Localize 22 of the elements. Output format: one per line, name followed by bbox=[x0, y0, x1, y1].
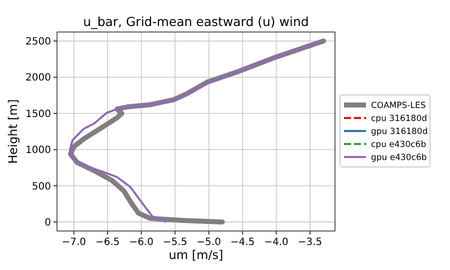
x-tick-label: −6.0 bbox=[129, 237, 154, 248]
legend-label: COAMPS-LES bbox=[371, 101, 426, 111]
y-tick-label: 500 bbox=[32, 181, 51, 192]
chart-title: u_bar, Grid-mean eastward (u) wind bbox=[83, 14, 309, 29]
x-tick-label: −6.5 bbox=[95, 237, 120, 248]
x-tick-label: −5.5 bbox=[162, 237, 188, 248]
legend-label: cpu e430c6b bbox=[371, 140, 426, 150]
y-tick-label: 2500 bbox=[26, 36, 51, 48]
y-axis-title: Height [m] bbox=[6, 99, 20, 164]
x-tick-label: −4.5 bbox=[230, 237, 255, 248]
x-tick-label: −5.0 bbox=[196, 237, 221, 248]
y-tick-label: 1500 bbox=[26, 108, 51, 120]
y-tick-label: 1000 bbox=[26, 145, 51, 156]
legend-label: gpu e430c6b bbox=[371, 153, 427, 163]
x-tick-label: −3.5 bbox=[298, 237, 322, 248]
legend-label: gpu 316180d bbox=[371, 127, 428, 137]
y-tick-label: 2000 bbox=[26, 72, 51, 84]
x-axis-title: um [m/s] bbox=[168, 248, 224, 262]
x-tick-label: −7.0 bbox=[62, 237, 86, 248]
y-tick-label: 0 bbox=[44, 217, 51, 228]
legend-label: cpu 316180d bbox=[371, 114, 428, 124]
x-tick-label: −4.0 bbox=[264, 237, 288, 248]
